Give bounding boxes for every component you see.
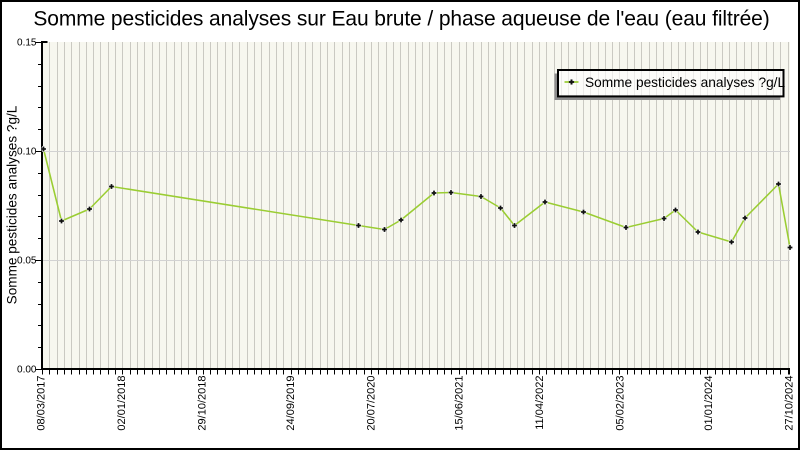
svg-text:11/04/2022: 11/04/2022 (534, 376, 546, 430)
svg-text:0.10: 0.10 (17, 147, 37, 158)
svg-text:Somme pesticides analyses ?g/L: Somme pesticides analyses ?g/L (585, 75, 785, 90)
svg-text:0.00: 0.00 (17, 365, 37, 376)
svg-text:08/03/2017: 08/03/2017 (36, 376, 48, 431)
svg-text:0.05: 0.05 (17, 256, 37, 267)
svg-text:27/10/2024: 27/10/2024 (784, 376, 796, 431)
svg-text:15/06/2021: 15/06/2021 (454, 376, 466, 431)
svg-text:05/02/2023: 05/02/2023 (615, 376, 627, 431)
svg-text:01/01/2024: 01/01/2024 (703, 376, 715, 431)
svg-text:Somme pesticides analyses sur: Somme pesticides analyses sur Eau brute … (33, 7, 769, 30)
svg-text:0.15: 0.15 (17, 38, 37, 49)
svg-text:Somme pesticides analyses ?g/L: Somme pesticides analyses ?g/L (5, 105, 20, 304)
svg-text:24/09/2019: 24/09/2019 (285, 376, 297, 431)
svg-text:29/10/2018: 29/10/2018 (196, 376, 208, 431)
svg-text:02/01/2018: 02/01/2018 (116, 376, 128, 431)
svg-text:20/07/2020: 20/07/2020 (365, 376, 377, 431)
